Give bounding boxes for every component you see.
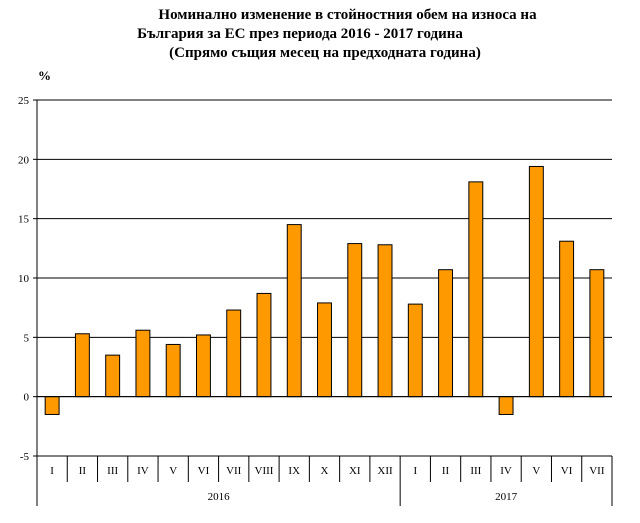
- bar: [165, 343, 181, 398]
- y-tick-label: 0: [24, 392, 30, 404]
- x-tick-label: XI: [349, 465, 361, 477]
- chart-title-line-2: България за ЕС през периода 2016 - 2017 …: [137, 26, 463, 42]
- x-tick-label: IV: [500, 465, 512, 477]
- x-tick-label: III: [107, 465, 118, 477]
- x-tick-label: V: [532, 465, 540, 477]
- bar: [256, 292, 272, 398]
- x-tick-label: IX: [288, 465, 300, 477]
- year-label: 2017: [495, 491, 518, 503]
- y-tick-label: 15: [18, 214, 30, 226]
- x-tick-label: VII: [589, 465, 605, 477]
- y-tick-label: 25: [18, 95, 30, 107]
- bars: [44, 165, 605, 415]
- y-tick-label: 5: [24, 332, 30, 344]
- y-tick-label: 10: [18, 273, 30, 285]
- x-tick-label: III: [470, 465, 481, 477]
- bar: [135, 329, 151, 398]
- y-tick-label: -5: [20, 451, 30, 463]
- bar: [105, 354, 121, 398]
- bar: [44, 396, 60, 415]
- chart-title: Номинално изменение в стойностния обем н…: [0, 6, 640, 63]
- x-tick-label: I: [50, 465, 54, 477]
- x-tick-label: XII: [377, 465, 393, 477]
- x-tick-label: VI: [561, 465, 573, 477]
- bar: [498, 396, 514, 415]
- bar: [347, 243, 363, 398]
- x-tick-label: IV: [137, 465, 149, 477]
- year-labels: 2016 2017: [208, 491, 518, 503]
- bar: [377, 244, 393, 398]
- bar: [407, 303, 423, 398]
- x-tick-label: II: [79, 465, 87, 477]
- gridlines: [33, 99, 612, 457]
- bar: [438, 269, 454, 398]
- bar: [317, 302, 332, 398]
- x-tick-labels: I II III IV V VI VII VIII IX X XI XII I II III IV V VI VII: [50, 465, 605, 477]
- x-tick-label: X: [321, 465, 329, 477]
- bar: [195, 334, 211, 398]
- x-tick-label: I: [413, 465, 417, 477]
- x-tick-label: V: [169, 465, 177, 477]
- x-tick-label: VII: [226, 465, 242, 477]
- bar: [589, 269, 605, 398]
- x-tick-label: II: [442, 465, 450, 477]
- bar: [286, 224, 302, 398]
- chart-title-line-3: (Спрямо същия месец на предходната годин…: [169, 45, 481, 61]
- y-tick-labels: 25 20 15 10 5 0 -5: [18, 95, 30, 463]
- chart-title-line-1: Номинално изменение в стойностния обем н…: [158, 7, 537, 23]
- y-tick-label: 20: [18, 154, 30, 166]
- bar: [74, 333, 90, 398]
- x-tick-label: VI: [198, 465, 210, 477]
- year-label: 2016: [208, 491, 231, 503]
- bar: [226, 309, 242, 398]
- x-tick-label: VIII: [255, 465, 274, 477]
- y-unit-label: %: [38, 68, 51, 83]
- axes: [36, 100, 613, 506]
- bar: [559, 240, 575, 398]
- bar: [468, 181, 484, 398]
- bar: [528, 165, 544, 398]
